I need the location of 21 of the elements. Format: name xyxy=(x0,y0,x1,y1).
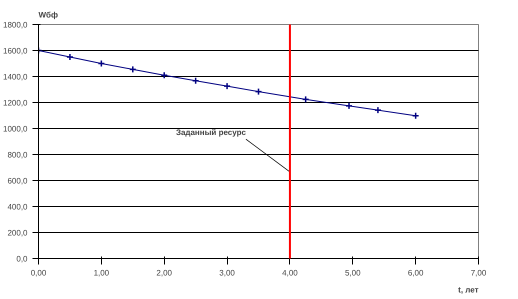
y-tick-label: 1800,0 xyxy=(3,20,28,30)
x-tick-label: 7,00 xyxy=(470,268,487,278)
x-tick-label: 3,00 xyxy=(219,268,236,278)
x-tick-label: 5,00 xyxy=(345,268,362,278)
y-axis-title: Wбф xyxy=(38,10,58,20)
x-tick-label: 6,00 xyxy=(408,268,424,278)
ref-line-label: Заданный ресурс xyxy=(176,128,246,137)
y-tick-label: 1200,0 xyxy=(3,98,28,108)
x-axis-title: t, лет xyxy=(458,286,479,294)
y-tick-label: 1400,0 xyxy=(3,72,28,82)
y-tick-label: 200,0 xyxy=(7,228,28,238)
y-tick-label: 600,0 xyxy=(7,176,28,186)
y-tick-label: 0,0 xyxy=(16,254,28,264)
x-tick-label: 2,00 xyxy=(156,268,173,278)
y-tick-label: 400,0 xyxy=(7,202,28,212)
x-tick-label: 1,00 xyxy=(94,268,110,278)
y-tick-label: 1600,0 xyxy=(3,46,28,56)
y-tick-label: 800,0 xyxy=(7,150,28,160)
x-tick-label: 0,00 xyxy=(30,268,47,278)
y-tick-label: 1000,0 xyxy=(3,124,28,134)
x-tick-label: 4,00 xyxy=(282,268,298,278)
